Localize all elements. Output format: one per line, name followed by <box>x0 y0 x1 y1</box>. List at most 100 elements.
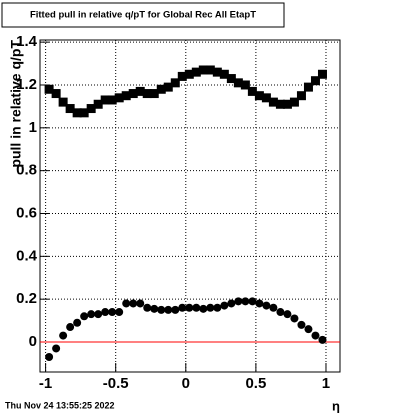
square-marker <box>107 95 117 105</box>
square-marker <box>51 89 61 99</box>
x-tick-label: 0 <box>182 375 190 392</box>
square-marker <box>212 67 222 77</box>
circle-marker <box>108 308 117 317</box>
y-tick-label: 0 <box>29 333 37 350</box>
square-marker <box>156 84 166 94</box>
y-tick-label: 0.2 <box>16 290 37 307</box>
y-tick-label: 1.4 <box>16 33 38 50</box>
circle-marker <box>52 344 61 353</box>
square-marker <box>128 89 138 99</box>
y-tick-label: 1.2 <box>16 76 37 93</box>
circle-marker <box>122 299 131 308</box>
circle-marker <box>318 335 327 344</box>
circle-marker <box>213 303 222 312</box>
circle-marker <box>199 304 208 313</box>
square-marker <box>275 99 285 109</box>
x-tick-label: -1 <box>39 375 52 392</box>
square-marker <box>219 69 229 79</box>
circle-marker <box>290 314 299 323</box>
circle-marker <box>73 318 82 327</box>
circle-marker <box>59 331 68 340</box>
circle-marker <box>66 323 75 332</box>
circle-marker <box>101 308 110 317</box>
y-tick-label: 0.6 <box>16 204 37 221</box>
square-marker <box>86 104 96 114</box>
square-marker <box>282 99 292 109</box>
square-marker <box>121 91 131 101</box>
circle-marker <box>297 320 306 329</box>
square-marker <box>184 69 194 79</box>
circle-marker <box>136 299 145 308</box>
square-marker <box>247 86 257 96</box>
square-marker <box>65 104 75 114</box>
square-marker <box>303 82 313 92</box>
circle-marker <box>178 303 187 312</box>
square-marker <box>93 99 103 109</box>
square-marker <box>205 65 215 75</box>
square-marker <box>135 86 145 96</box>
square-marker <box>233 78 243 88</box>
square-marker <box>142 89 152 99</box>
circle-marker <box>115 308 124 317</box>
circle-marker <box>206 303 215 312</box>
square-marker <box>296 91 306 101</box>
timestamp: Thu Nov 24 13:55:25 2022 <box>5 400 115 410</box>
chart-title: Fitted pull in relative q/pT for Global … <box>30 10 256 21</box>
circle-marker <box>94 310 103 319</box>
square-marker <box>72 108 82 118</box>
circle-marker <box>248 297 257 306</box>
square-marker <box>163 82 173 92</box>
circle-marker <box>255 299 264 308</box>
square-marker <box>191 67 201 77</box>
square-marker <box>58 97 68 107</box>
square-marker <box>317 69 327 79</box>
circle-marker <box>304 325 313 334</box>
circle-marker <box>150 304 159 313</box>
circle-marker <box>283 310 292 319</box>
circle-marker <box>192 303 201 312</box>
circle-marker <box>220 301 229 310</box>
square-marker <box>149 89 159 99</box>
circle-marker <box>241 297 250 306</box>
square-marker <box>170 78 180 88</box>
circle-marker <box>80 312 89 321</box>
circle-marker <box>311 331 320 340</box>
circle-marker <box>129 299 138 308</box>
square-marker <box>198 65 208 75</box>
circle-marker <box>164 305 173 314</box>
circle-marker <box>171 305 180 314</box>
square-marker <box>79 108 89 118</box>
x-tick-label: 1 <box>322 375 330 392</box>
x-tick-label: -0.5 <box>103 375 129 392</box>
x-axis-label: η <box>332 398 340 413</box>
title-box <box>1 2 285 28</box>
square-marker <box>289 97 299 107</box>
circle-marker <box>269 303 278 312</box>
circle-marker <box>227 299 236 308</box>
plot-frame <box>39 39 341 373</box>
circle-marker <box>234 297 243 306</box>
x-tick-label: 0.5 <box>245 375 266 392</box>
y-tick-label: 1 <box>29 119 37 136</box>
circle-marker <box>87 310 96 319</box>
square-marker <box>100 95 110 105</box>
square-marker <box>177 71 187 81</box>
circle-marker <box>143 303 152 312</box>
circle-marker <box>157 305 166 314</box>
y-tick-label: 0.4 <box>16 247 38 264</box>
square-marker <box>240 80 250 90</box>
square-marker <box>268 97 278 107</box>
square-marker <box>226 74 236 84</box>
square-marker <box>261 93 271 103</box>
y-tick-label: 0.8 <box>16 162 37 179</box>
square-marker <box>44 84 54 94</box>
square-marker <box>254 91 264 101</box>
circle-marker <box>262 301 271 310</box>
y-axis-label: pull in relative q/pT <box>8 40 24 168</box>
circle-marker <box>185 303 194 312</box>
circle-marker <box>276 308 285 317</box>
circle-marker <box>45 353 54 362</box>
square-marker <box>114 93 124 103</box>
square-marker <box>310 76 320 86</box>
